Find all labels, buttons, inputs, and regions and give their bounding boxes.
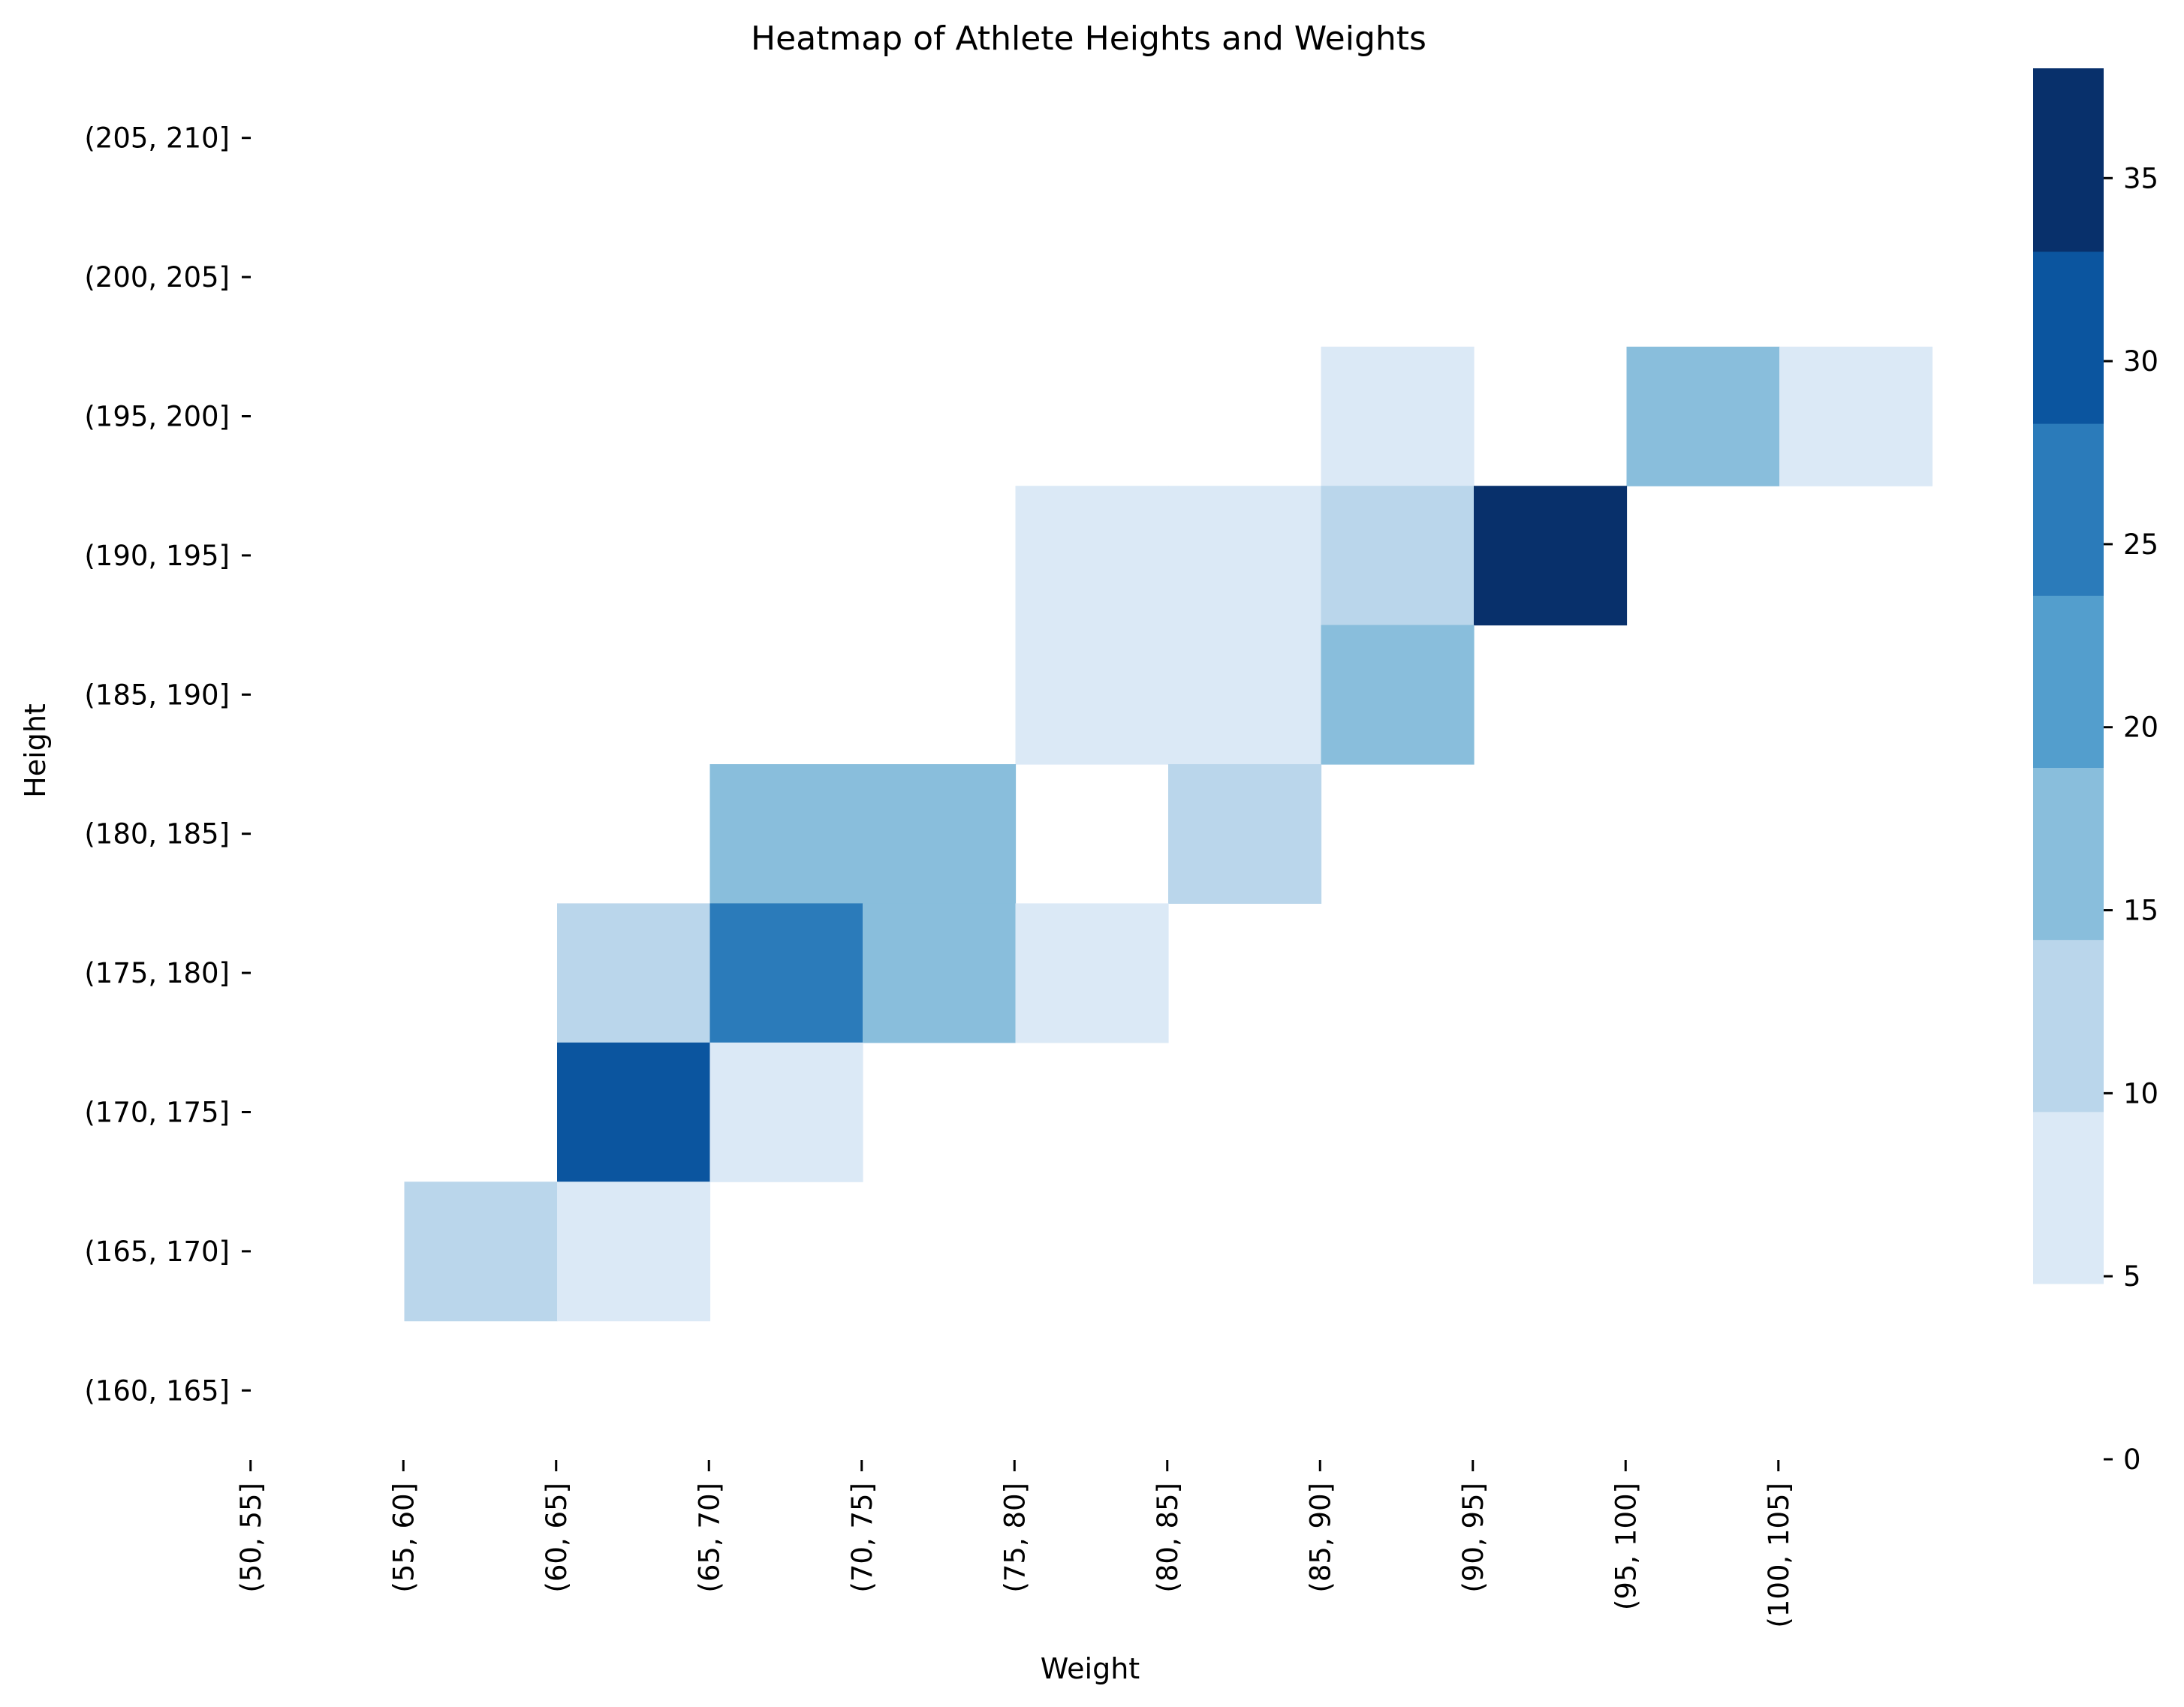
y-axis-label: Height bbox=[19, 703, 52, 798]
x-tick-label: (50, 55] bbox=[235, 1483, 267, 1593]
heatmap-cell bbox=[1779, 346, 1933, 486]
heatmap-cell bbox=[1015, 486, 1169, 626]
heatmap-cell bbox=[709, 1042, 863, 1182]
x-tick-label: (100, 105] bbox=[1763, 1483, 1795, 1628]
colorbar-segment bbox=[2033, 767, 2104, 941]
y-tick-label: (200, 205] bbox=[84, 261, 230, 294]
heatmap-cell bbox=[1168, 764, 1322, 904]
y-tick-label: (195, 200] bbox=[84, 401, 230, 433]
x-tick-label: (75, 80] bbox=[999, 1483, 1031, 1593]
colorbar: 0 5 10 15 20 25 30 35 bbox=[2033, 68, 2158, 1476]
y-tick-label: (175, 180] bbox=[84, 957, 230, 989]
x-axis-label: Weight bbox=[1041, 1652, 1140, 1685]
heatmap-cell bbox=[1168, 486, 1322, 626]
x-tick-label: (90, 95] bbox=[1457, 1483, 1490, 1593]
x-axis: (50, 55] (55, 60] (60, 65] (65, 70] (70, 75]… bbox=[235, 1460, 1795, 1628]
heatmap-cells bbox=[404, 346, 1933, 1322]
heatmap-cell bbox=[863, 903, 1017, 1043]
heatmap-cell bbox=[1321, 486, 1475, 626]
heatmap-cell bbox=[404, 1182, 558, 1322]
x-tick-label: (70, 75] bbox=[846, 1483, 878, 1593]
y-tick-label: (185, 190] bbox=[84, 679, 230, 711]
x-tick-label: (65, 70] bbox=[693, 1483, 725, 1593]
y-tick-label: (190, 195] bbox=[84, 540, 230, 572]
heatmap-cell bbox=[1626, 346, 1780, 486]
heatmap-cell bbox=[709, 764, 863, 904]
x-tick-label: (80, 85] bbox=[1152, 1483, 1184, 1593]
colorbar-tick-label: 20 bbox=[2123, 712, 2158, 744]
y-tick-label: (205, 210] bbox=[84, 122, 230, 155]
y-axis: (205, 210] (200, 205] (195, 200] (190, 195]… bbox=[84, 122, 251, 1407]
x-tick-label: (60, 65] bbox=[541, 1483, 573, 1593]
heatmap-cell bbox=[1321, 346, 1475, 486]
colorbar-segment bbox=[2033, 251, 2104, 424]
y-tick-label: (160, 165] bbox=[84, 1374, 230, 1407]
heatmap-cell bbox=[709, 903, 863, 1043]
colorbar-tick-label: 5 bbox=[2123, 1260, 2141, 1293]
heatmap-cell bbox=[557, 1182, 711, 1322]
heatmap-cell bbox=[1015, 903, 1169, 1043]
colorbar-tick-label: 35 bbox=[2123, 162, 2158, 194]
heatmap-cell bbox=[1321, 625, 1475, 765]
colorbar-tick-label: 25 bbox=[2123, 528, 2158, 561]
colorbar-segment bbox=[2033, 68, 2104, 252]
colorbar-segment bbox=[2033, 939, 2104, 1112]
heatmap-cell bbox=[557, 1042, 711, 1182]
colorbar-segment bbox=[2033, 423, 2104, 596]
heatmap-cell bbox=[1474, 486, 1628, 626]
colorbar-tick-label: 10 bbox=[2123, 1077, 2158, 1109]
heatmap-cell bbox=[1168, 625, 1322, 765]
heatmap-cell bbox=[863, 764, 1017, 904]
y-tick-label: (180, 185] bbox=[84, 818, 230, 850]
y-tick-label: (170, 175] bbox=[84, 1097, 230, 1129]
chart-title: Heatmap of Athlete Heights and Weights bbox=[751, 20, 1426, 58]
colorbar-tick-label: 30 bbox=[2123, 345, 2158, 378]
colorbar-segment bbox=[2033, 595, 2104, 768]
x-tick-label: (55, 60] bbox=[387, 1483, 420, 1593]
x-tick-label: (85, 90] bbox=[1304, 1483, 1336, 1593]
heatmap-cell bbox=[1015, 625, 1169, 765]
colorbar-segment bbox=[2033, 1111, 2104, 1284]
y-tick-label: (165, 170] bbox=[84, 1236, 230, 1268]
x-tick-label: (95, 100] bbox=[1610, 1483, 1642, 1610]
colorbar-tick-label: 15 bbox=[2123, 895, 2158, 927]
colorbar-tick-label: 0 bbox=[2123, 1444, 2141, 1476]
heatmap-cell bbox=[557, 903, 711, 1043]
